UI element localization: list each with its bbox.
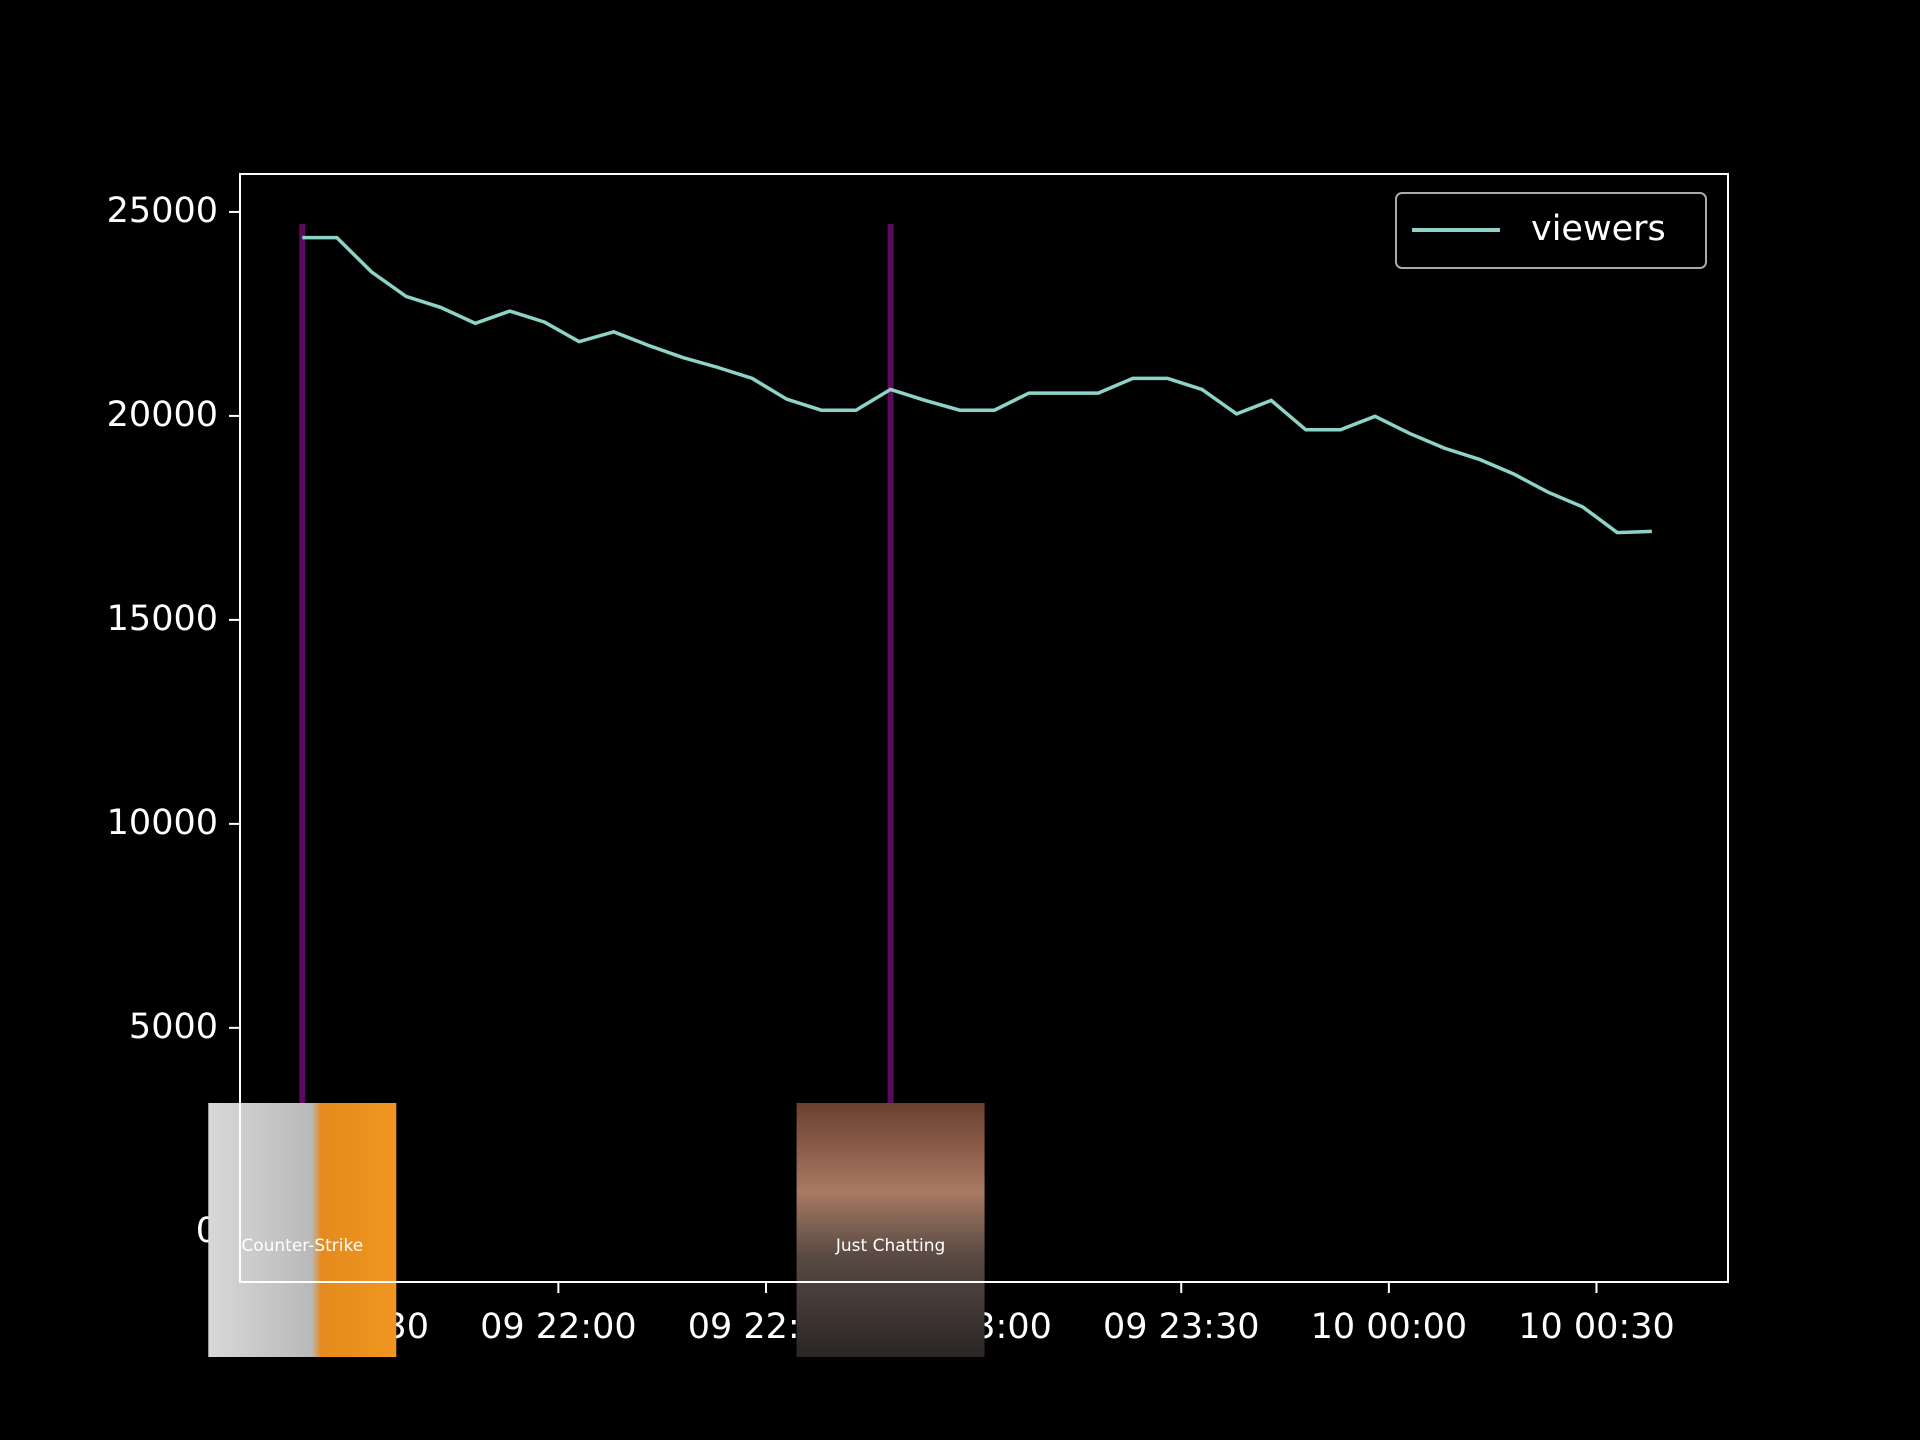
legend: viewers <box>1395 192 1707 269</box>
y-tick-label: 15000 <box>107 599 218 639</box>
plot-frame <box>239 173 1729 1283</box>
x-tick-label: 10 00:30 <box>1518 1307 1675 1347</box>
y-tick-label: 10000 <box>107 803 218 843</box>
y-tick-label: 5000 <box>129 1007 218 1047</box>
legend-label: viewers <box>1531 209 1666 249</box>
x-tick-label: 09 23:30 <box>1103 1307 1260 1347</box>
game-label: Counter-Strike <box>241 1236 363 1256</box>
y-tick-label: 25000 <box>107 191 218 231</box>
x-tick-label: 10 00:00 <box>1311 1307 1468 1347</box>
x-tick-label: 09 22:00 <box>480 1307 637 1347</box>
legend-box <box>1395 192 1707 269</box>
game-thumbnail <box>208 1103 397 1357</box>
y-tick-label: 20000 <box>107 395 218 435</box>
series-line <box>302 235 1652 535</box>
game-label: Just Chatting <box>835 1236 945 1256</box>
game-thumbnail <box>796 1103 985 1357</box>
